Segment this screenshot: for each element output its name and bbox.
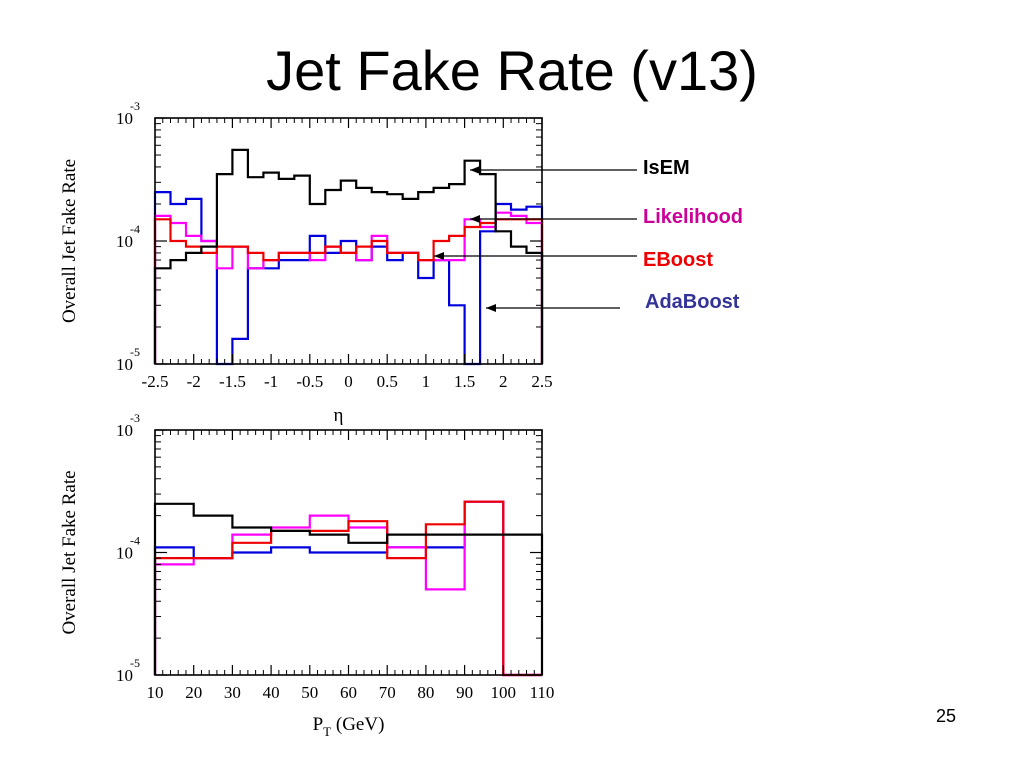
x-tick-label: -1.5 [219, 372, 246, 391]
y-tick-label: 10 [116, 232, 133, 251]
x-tick-label: 0 [344, 372, 353, 391]
legend-eboost: EBoost [643, 249, 713, 271]
arrow-adaboost-head [486, 304, 496, 312]
y-tick-label: 10 [116, 109, 133, 128]
x-tick-label: 60 [340, 683, 357, 702]
x-tick-label: 50 [301, 683, 318, 702]
x-tick-label: 2 [499, 372, 508, 391]
y-tick-exponent: -5 [130, 656, 140, 670]
x-tick-label: -2 [187, 372, 201, 391]
slide-number: 25 [936, 706, 957, 726]
series-isem [153, 502, 544, 675]
series-isem [153, 148, 544, 364]
x-axis-title: η [334, 405, 344, 426]
x-tick-label: 20 [185, 683, 202, 702]
legend-isem: IsEM [643, 157, 690, 179]
x-tick-label: 100 [491, 683, 517, 702]
slide-title: Jet Fake Rate (v13) [266, 39, 758, 102]
x-axis-title: PT (GeV) [313, 714, 385, 739]
x-tick-label: 10 [147, 683, 164, 702]
y-tick-label: 10 [116, 355, 133, 374]
x-tick-label: 40 [263, 683, 280, 702]
x-tick-label: -1 [264, 372, 278, 391]
y-tick-label: 10 [116, 544, 133, 563]
series-eboost [153, 500, 542, 677]
series-adaboost [153, 191, 544, 366]
x-tick-label: 2.5 [531, 372, 552, 391]
y-tick-exponent: -4 [130, 534, 140, 548]
series-likelihood [153, 211, 544, 364]
x-tick-label: 0.5 [377, 372, 398, 391]
chart-pt: 10 20 30 40 50 60 70 80 90 100 11010-310-410-5Over… [59, 411, 554, 739]
x-tick-label: -0.5 [296, 372, 323, 391]
x-tick-label: 70 [379, 683, 396, 702]
x-tick-label: 110 [530, 683, 555, 702]
y-tick-exponent: -5 [130, 345, 140, 359]
legend-likelihood: Likelihood [643, 206, 743, 228]
arrow-isem-head [470, 166, 480, 174]
y-axis-title: Overall Jet Fake Rate [59, 159, 80, 323]
arrow-eboost-head [434, 252, 444, 260]
x-tick-label: 90 [456, 683, 473, 702]
x-tick-label: 80 [417, 683, 434, 702]
y-tick-exponent: -4 [130, 222, 140, 236]
y-tick-label: 10 [116, 666, 133, 685]
y-axis-title: Overall Jet Fake Rate [59, 470, 80, 634]
arrow-likelihood-head [470, 215, 480, 223]
legend-adaboost: AdaBoost [645, 291, 740, 313]
y-tick-exponent: -3 [130, 411, 140, 425]
y-tick-label: 10 [116, 421, 133, 440]
chart-eta: -2.5 -2 -1.5 -1 -0.5 0 0.5 1 1.5 2 2.510-310-410-5… [59, 99, 553, 426]
x-tick-label: 30 [224, 683, 241, 702]
x-tick-label: 1.5 [454, 372, 475, 391]
series-eboost [153, 218, 544, 364]
y-tick-exponent: -3 [130, 99, 140, 113]
x-tick-label: -2.5 [142, 372, 169, 391]
x-tick-label: 1 [422, 372, 431, 391]
